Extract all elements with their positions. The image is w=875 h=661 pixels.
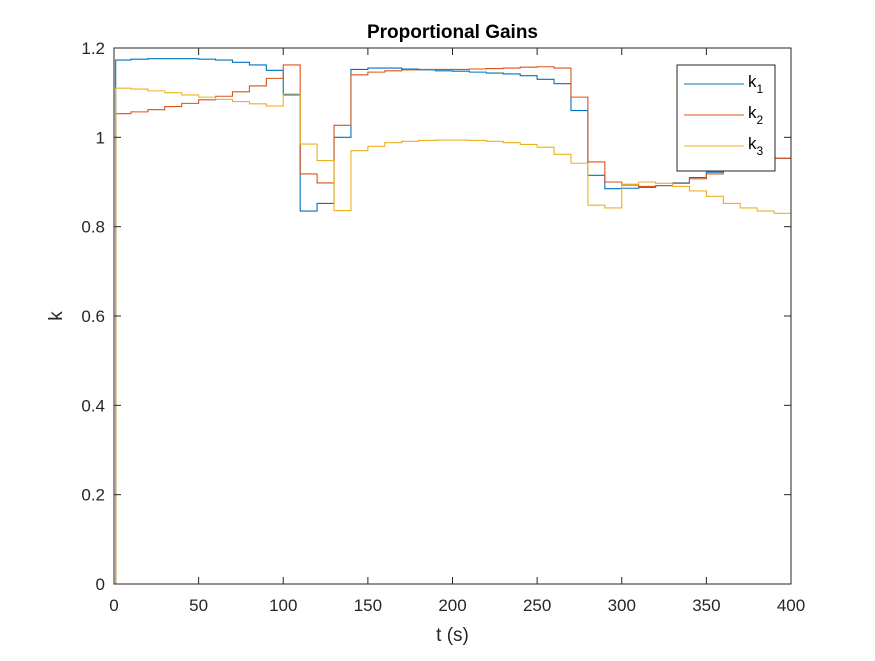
y-tick-label: 0.6 <box>81 307 105 326</box>
chart-title: Proportional Gains <box>367 22 538 43</box>
legend-box <box>676 64 776 172</box>
y-tick-label: 0.2 <box>81 486 105 505</box>
series-layer <box>114 58 792 585</box>
ticks-layer: 0 50 100 150 200 250 300 350 400 0 0.2 0.4 0.6 0.8 1 1.… <box>81 39 805 615</box>
legend-label-k2: k2 <box>748 103 764 127</box>
x-tick-label: 250 <box>523 596 551 615</box>
legend-label-base: k <box>748 134 757 153</box>
x-tick-label: 300 <box>608 596 636 615</box>
y-tick-label: 1.2 <box>81 39 105 58</box>
legend-label-k3: k3 <box>748 134 764 158</box>
y-tick-label: 0.8 <box>81 218 105 237</box>
x-tick-label: 0 <box>109 596 118 615</box>
x-tick-label: 150 <box>354 596 382 615</box>
x-tick-label: 350 <box>692 596 720 615</box>
x-axis-label: t (s) <box>436 625 469 646</box>
x-tick-label: 100 <box>269 596 297 615</box>
y-axis-label: k <box>46 311 67 321</box>
y-tick-label: 0.4 <box>81 396 105 415</box>
legend-label-subscript: 2 <box>757 113 764 127</box>
series-k3-line <box>114 87 792 585</box>
legend-label-k1: k1 <box>748 72 764 96</box>
legend-label-subscript: 3 <box>757 144 764 158</box>
legend-label-base: k <box>748 103 757 122</box>
x-tick-label: 200 <box>438 596 466 615</box>
x-tick-label: 400 <box>777 596 805 615</box>
y-tick-label: 1 <box>96 128 105 147</box>
legend-label-subscript: 1 <box>757 82 764 96</box>
x-tick-label: 50 <box>189 596 208 615</box>
legend-label-base: k <box>748 72 757 91</box>
y-tick-label: 0 <box>96 575 105 594</box>
